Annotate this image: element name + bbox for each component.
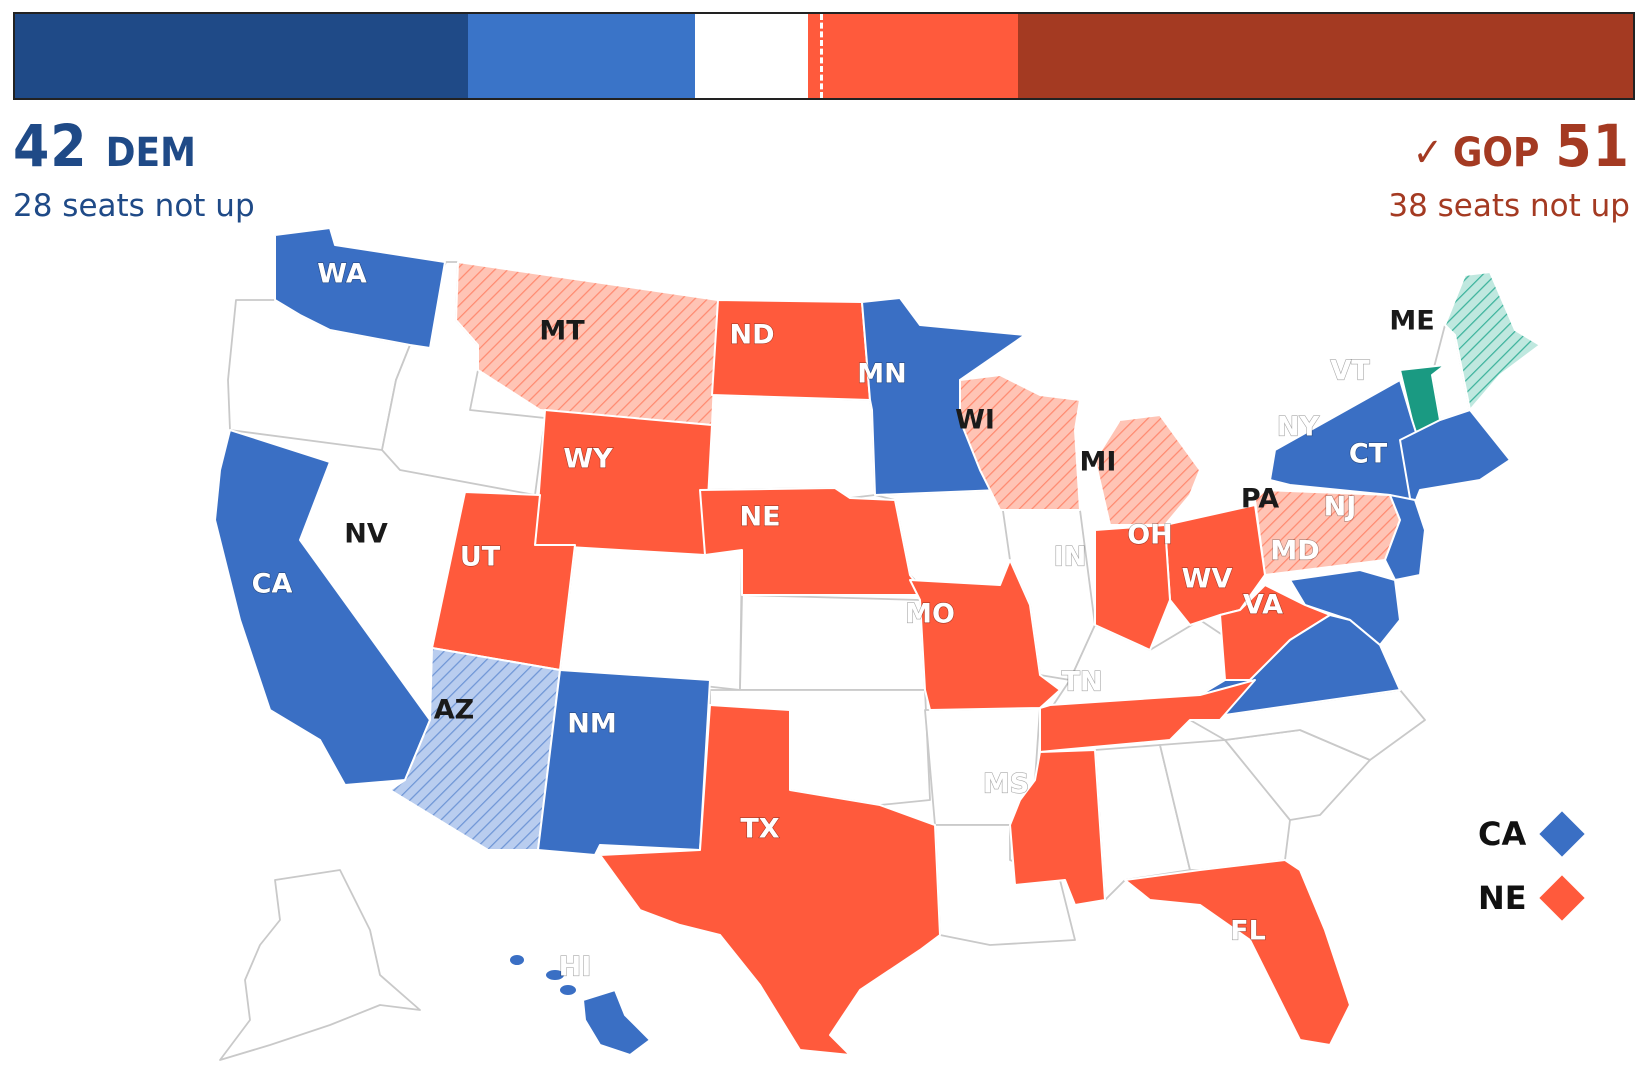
state-label-hi: HI [559,952,592,983]
legend-label: CA [1478,815,1527,853]
state-label-az: AZ [434,695,474,726]
state-label-mn: MN [857,359,906,390]
state-tx [599,704,941,1056]
state-label-ne: NE [739,502,780,533]
state-label-tn: TN [1061,667,1102,698]
dem-seat-tally: 42 DEM [13,112,196,180]
state-label-wv: WV [1182,564,1233,595]
legend-label: NE [1478,879,1527,917]
bar-segment-dem_up [468,14,695,98]
bar-segment-gop_solid [1018,14,1633,98]
state-ak [219,869,421,1061]
state-ms [1009,749,1106,906]
state-label-ca: CA [252,569,293,600]
state-label-tx: TX [740,814,779,845]
state-wy [534,409,713,556]
state-label-me: ME [1389,306,1434,337]
majority-line [820,14,823,98]
state-wi [959,374,1081,511]
bar-segment-gop_up [807,14,1019,98]
state-label-mo: MO [905,599,955,630]
gop-seat-tally: ✓ GOP 51 [1413,112,1630,180]
state-label-ct: CT [1349,439,1388,470]
state-sd [699,394,876,499]
legend-item: NE [1478,866,1585,930]
state-label-wi: WI [955,405,995,436]
state-me [1444,271,1541,411]
majority-check-icon: ✓ [1412,130,1443,176]
state-label-wa: WA [317,259,367,290]
state-label-nv: NV [344,519,388,550]
state-co [559,544,743,691]
state-label-oh: OH [1127,520,1173,551]
legend-diamond-icon [1539,875,1585,921]
state-wa [274,227,446,349]
state-label-nj: NJ [1324,492,1357,523]
legend-item: CA [1478,802,1585,866]
legend: CA NE [1478,802,1585,930]
state-hi [508,953,651,1056]
bar-segment-dem_solid [15,14,469,98]
state-label-nm: NM [567,709,616,740]
state-in [1094,524,1171,651]
state-label-mi: MI [1080,447,1117,478]
state-label-va: VA [1243,590,1283,621]
state-label-vt: VT [1330,356,1370,387]
state-ca [214,429,431,786]
state-nm [537,669,711,856]
state-label-in: IN [1054,542,1087,573]
state-nj [1384,494,1426,581]
dem-seats-not-up: 28 seats not up [13,188,255,224]
gop-seat-count: 51 [1555,112,1630,180]
state-fl [1124,859,1351,1046]
state-label-md: MD [1270,536,1319,567]
state-mo [909,559,1061,711]
state-label-nd: ND [729,320,774,351]
state-mt [455,261,719,426]
state-mi [1094,414,1201,526]
state-label-fl: FL [1230,916,1266,947]
state-label-wy: WY [563,444,613,475]
states-with-race [214,227,1541,1056]
gop-party-label: GOP [1452,130,1540,176]
gop-seats-not-up: 38 seats not up [1388,188,1630,224]
state-label-ny: NY [1277,412,1320,443]
bar-segment-undecided [694,14,808,98]
senate-balance-bar [13,12,1635,100]
dem-party-label: DEM [105,130,196,176]
state-labels: WA MT ND MN ME VT WI MI NY CT WY NV NE PA NJ UT OH IN CA MD… [251,258,1435,983]
state-ks [739,594,926,691]
state-label-pa: PA [1241,484,1279,515]
state-label-ut: UT [460,542,501,573]
state-label-mt: MT [539,316,585,347]
legend-diamond-icon [1539,811,1585,857]
dem-seat-count: 42 [13,112,88,180]
state-label-ms: MS [983,769,1029,800]
